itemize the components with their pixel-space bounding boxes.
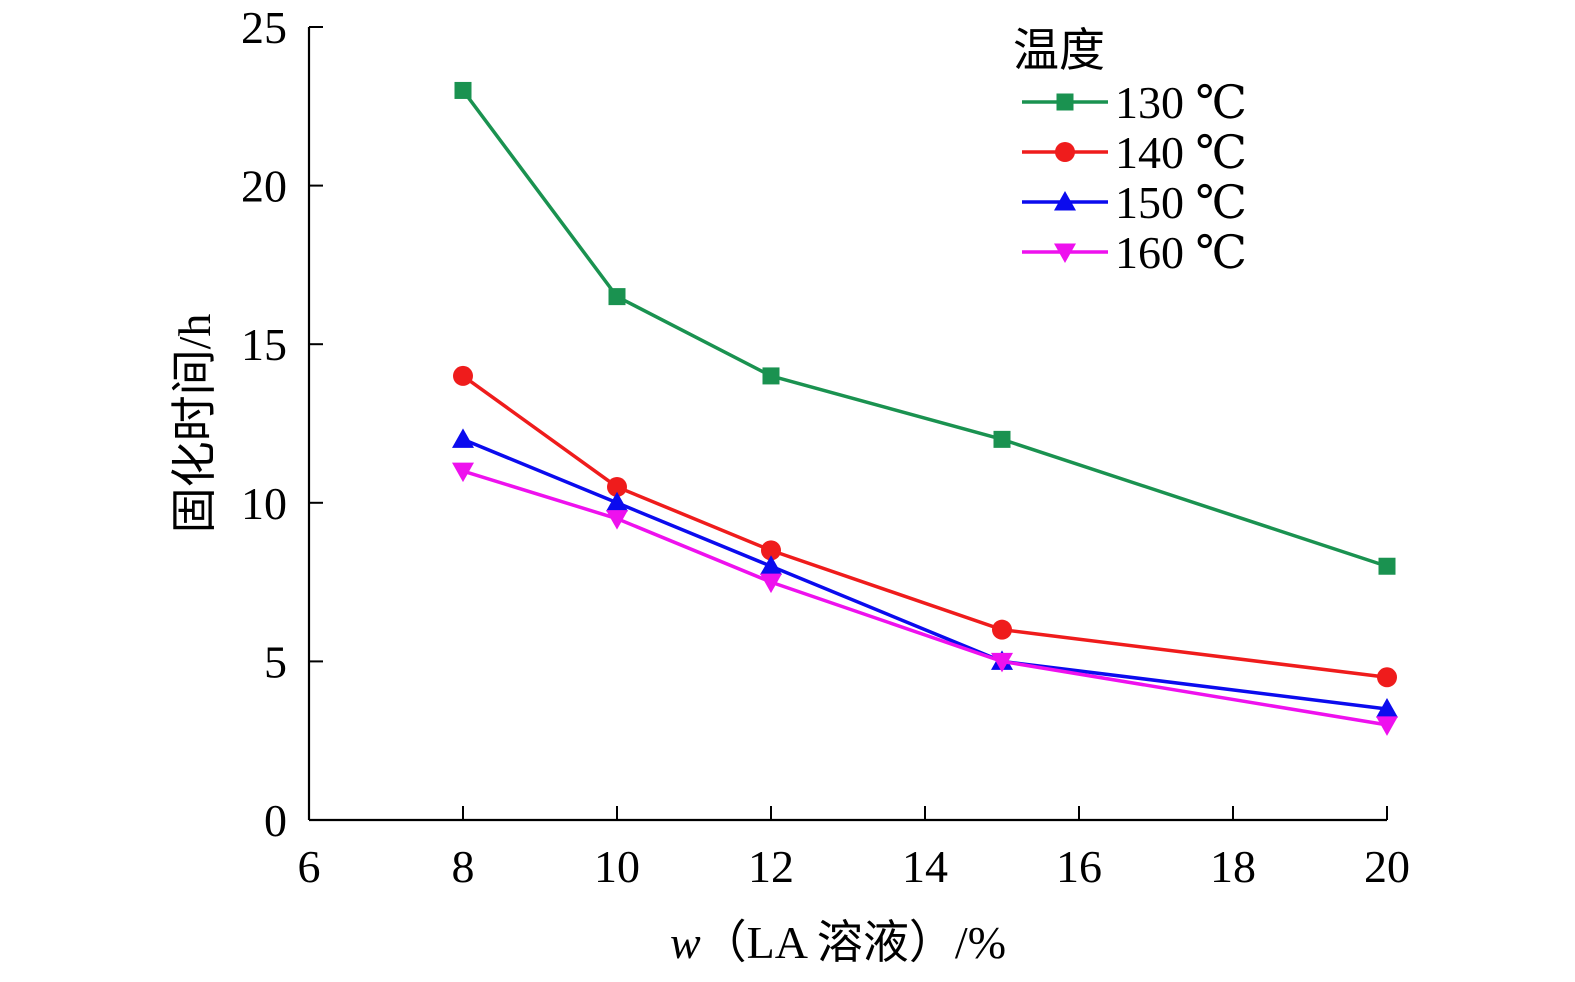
data-point-triangle-down	[1054, 243, 1076, 263]
data-point-triangle-down	[991, 652, 1013, 673]
series-2	[453, 365, 1397, 688]
data-point-triangle-down	[1376, 716, 1398, 736]
legend-label: 140 ℃	[1115, 127, 1247, 178]
data-point-triangle-down	[452, 462, 474, 483]
legend-label: 150 ℃	[1115, 177, 1247, 228]
series-layer	[452, 81, 1398, 736]
legend-item: 160 ℃	[1022, 227, 1247, 278]
data-point-circle	[607, 476, 627, 497]
data-point-triangle-up	[1376, 697, 1398, 718]
x-tick-label: 6	[298, 841, 321, 892]
y-tick-label: 20	[241, 161, 287, 212]
series-line	[461, 374, 1388, 679]
y-axis-title: 固化时间/h	[169, 314, 220, 534]
y-tick-label: 15	[241, 319, 287, 370]
legend-title: 温度	[1013, 25, 1105, 76]
data-point-circle	[992, 619, 1012, 640]
axes: 6 8 10 12 14 16 18 20 0 5 10 15 20 25	[241, 2, 1410, 892]
data-point-square	[1378, 557, 1396, 575]
series-4	[452, 462, 1398, 736]
data-point-triangle-up	[760, 555, 782, 575]
series-line	[462, 469, 1388, 727]
y-tick-label: 5	[264, 636, 287, 687]
data-point-square	[454, 81, 472, 99]
series-line	[462, 437, 1388, 711]
x-tick-label: 18	[1210, 841, 1256, 892]
x-tick-label: 20	[1364, 841, 1410, 892]
legend-label: 160 ℃	[1115, 227, 1247, 278]
legend-item: 140 ℃	[1022, 127, 1247, 178]
x-tick-label: 8	[452, 841, 475, 892]
x-axis-title-italic: w	[670, 917, 701, 968]
data-point-triangle-up	[606, 491, 628, 512]
y-tick-label: 10	[241, 478, 287, 529]
legend-item: 130 ℃	[1022, 77, 1247, 128]
data-point-triangle-up	[452, 428, 474, 448]
x-axis-title-rest: （LA 溶液）/%	[701, 917, 1006, 968]
data-point-square	[1056, 93, 1074, 111]
data-point-circle	[761, 540, 781, 561]
y-tick-label: 25	[241, 2, 287, 53]
x-tick-label: 10	[594, 841, 640, 892]
data-point-triangle-up	[1054, 191, 1076, 211]
y-tick-label: 0	[264, 795, 287, 846]
x-tick-label: 14	[902, 841, 948, 892]
x-tick-label: 16	[1056, 841, 1102, 892]
legend-item: 150 ℃	[1022, 177, 1247, 228]
data-point-triangle-down	[760, 573, 782, 594]
series-1	[454, 81, 1396, 575]
x-axis-title: w（LA 溶液）/%	[670, 917, 1006, 968]
data-point-circle	[453, 365, 473, 386]
data-point-triangle-down	[606, 510, 628, 530]
data-point-square	[993, 430, 1011, 448]
data-point-circle	[1377, 667, 1397, 688]
data-point-square	[762, 367, 780, 385]
data-point-square	[608, 288, 626, 306]
legend-label: 130 ℃	[1115, 77, 1247, 128]
data-point-circle	[1055, 142, 1075, 162]
x-tick-label: 12	[748, 841, 794, 892]
